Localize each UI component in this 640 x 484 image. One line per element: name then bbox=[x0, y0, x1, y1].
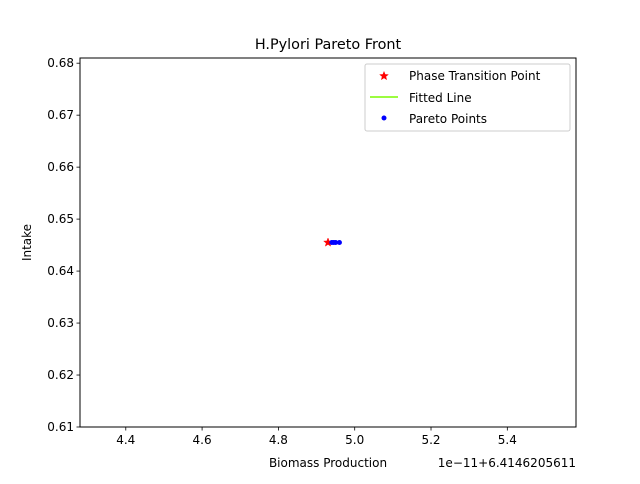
x-tick-label: 5.4 bbox=[498, 433, 517, 447]
legend: Phase Transition Point Fitted Line Paret… bbox=[364, 63, 571, 132]
y-tick-label: 0.64 bbox=[47, 264, 74, 278]
legend-frame bbox=[364, 63, 571, 132]
x-tick-label: 4.4 bbox=[116, 433, 135, 447]
legend-star-icon bbox=[379, 70, 389, 81]
y-tick-label: 0.61 bbox=[47, 420, 74, 434]
y-tick-label: 0.66 bbox=[47, 160, 74, 174]
plot-area bbox=[79, 57, 577, 428]
y-tick-label: 0.62 bbox=[47, 368, 74, 382]
x-tick-label: 4.8 bbox=[269, 433, 288, 447]
legend-dot-icon bbox=[381, 115, 387, 121]
legend-label-pareto-points: Pareto Points bbox=[409, 112, 487, 126]
y-axis-label: Intake bbox=[20, 224, 34, 261]
y-axis-ticks: 0.61 0.62 0.63 0.64 0.65 0.66 0.67 0.68 bbox=[47, 56, 80, 434]
y-tick-label: 0.63 bbox=[47, 316, 74, 330]
chart-title: H.Pylori Pareto Front bbox=[255, 37, 402, 53]
x-tick-label: 4.6 bbox=[193, 433, 212, 447]
x-axis-offset-text: 1e−11+6.4146205611 bbox=[438, 456, 576, 470]
pareto-point bbox=[336, 240, 342, 245]
x-axis-label: Biomass Production bbox=[269, 456, 387, 470]
pareto-point bbox=[333, 240, 339, 245]
legend-label-fitted-line: Fitted Line bbox=[409, 91, 472, 105]
data-points bbox=[323, 237, 342, 247]
y-tick-label: 0.67 bbox=[47, 108, 74, 122]
x-axis-ticks: 4.4 4.6 4.8 5.0 5.2 5.4 bbox=[116, 427, 517, 447]
x-tick-label: 5.2 bbox=[421, 433, 440, 447]
x-tick-label: 5.0 bbox=[345, 433, 364, 447]
legend-label-phase-transition: Phase Transition Point bbox=[409, 69, 541, 83]
y-tick-label: 0.65 bbox=[47, 212, 74, 226]
y-tick-label: 0.68 bbox=[47, 56, 74, 70]
